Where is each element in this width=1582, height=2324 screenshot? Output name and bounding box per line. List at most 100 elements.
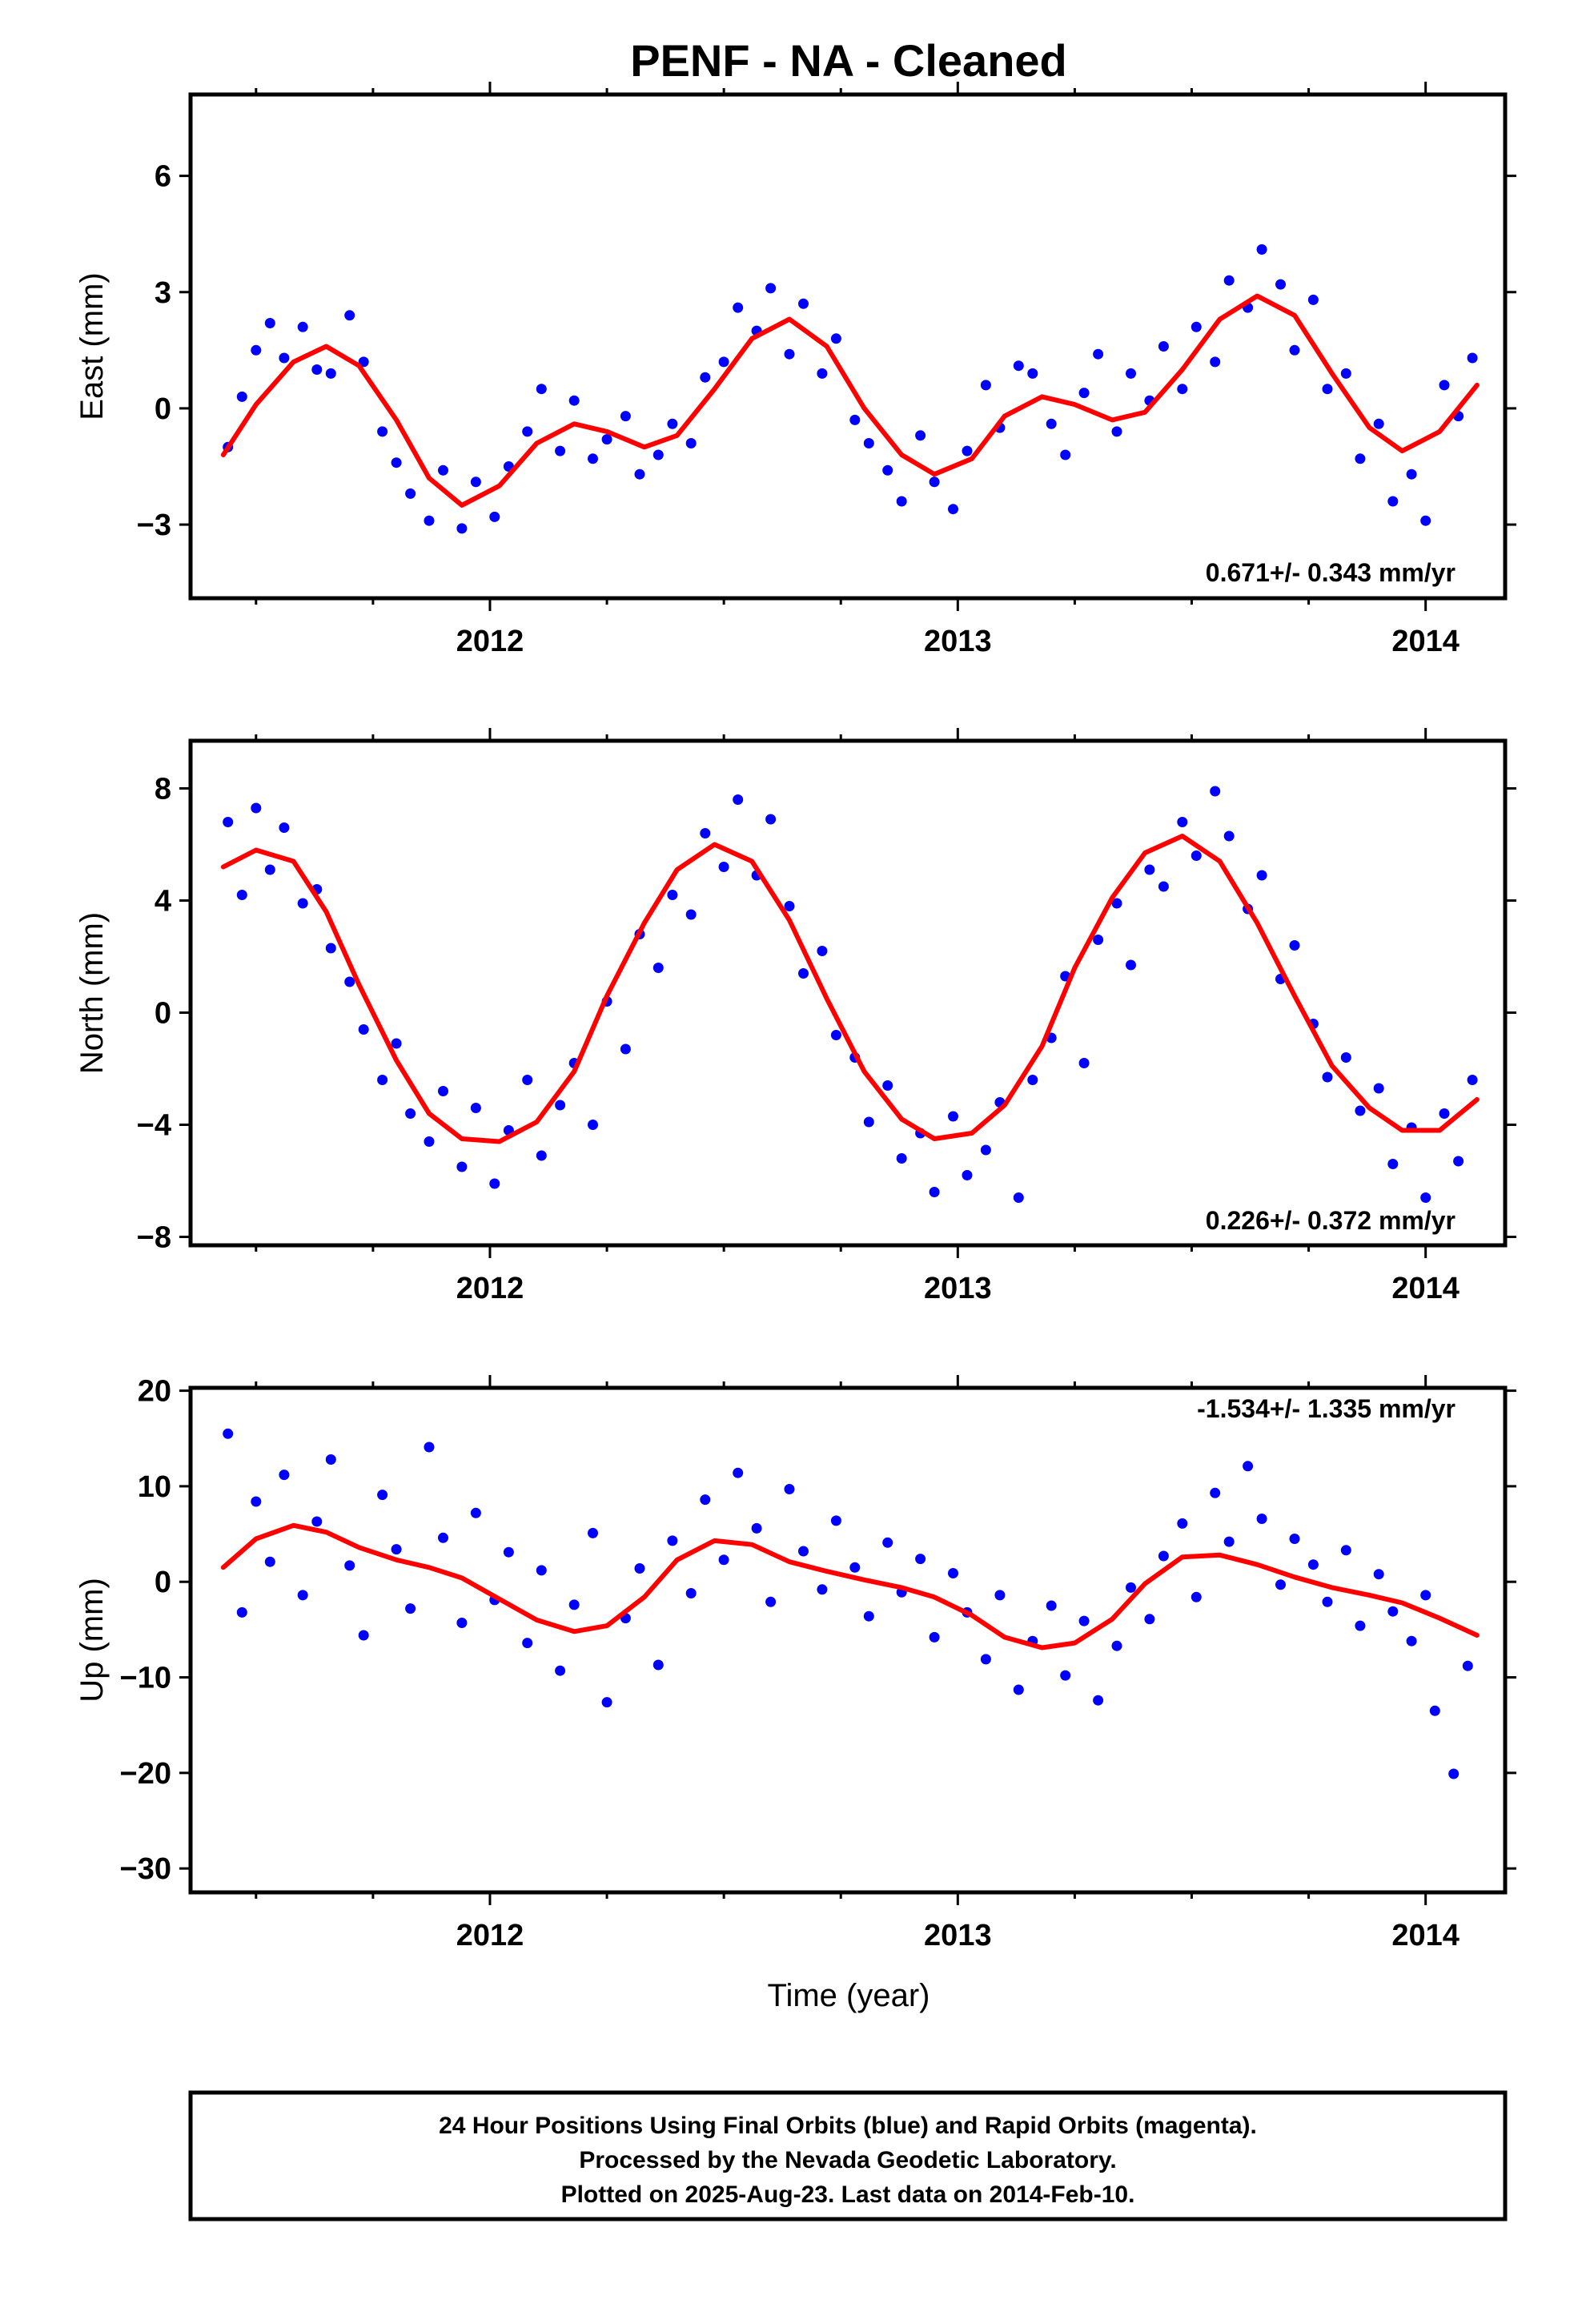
data-point: [297, 1590, 308, 1601]
data-point: [915, 1554, 926, 1565]
data-point: [236, 890, 247, 900]
data-point: [1420, 515, 1431, 526]
data-point: [1191, 1591, 1202, 1602]
data-point: [1078, 388, 1090, 399]
data-point: [830, 1515, 841, 1526]
x-tick-label: 2014: [1391, 1919, 1460, 1952]
data-point: [765, 283, 777, 294]
data-point: [405, 1108, 416, 1119]
data-point: [962, 1170, 973, 1180]
figure-title: PENF - NA - Cleaned: [630, 35, 1067, 86]
footer-line-1: 24 Hour Positions Using Final Orbits (bl…: [439, 2113, 1257, 2139]
data-point: [882, 464, 893, 476]
y-tick-label: −3: [137, 509, 171, 542]
data-point: [929, 476, 940, 488]
data-point: [652, 963, 664, 973]
data-point: [1420, 1590, 1431, 1601]
data-point: [391, 1544, 402, 1555]
data-point: [522, 1075, 533, 1085]
x-tick-label: 2012: [456, 625, 524, 658]
data-point: [456, 1618, 468, 1628]
chart-panel-3: −30 −20 −10 0 10 20 2012 2013 2014 Up (mm) -1.534+…: [74, 1375, 1516, 1952]
data-point: [1406, 1635, 1417, 1647]
data-point: [634, 468, 645, 480]
data-point: [489, 511, 500, 522]
data-point: [948, 504, 958, 515]
data-point: [1355, 453, 1366, 464]
data-point: [896, 496, 907, 507]
data-point: [980, 1654, 991, 1665]
data-point: [1289, 344, 1300, 356]
data-point: [405, 1603, 416, 1614]
data-point: [1256, 1514, 1267, 1524]
data-point: [1191, 321, 1202, 332]
data-point: [1420, 1192, 1431, 1203]
data-point: [536, 1150, 547, 1161]
data-point: [568, 395, 580, 406]
data-point: [358, 1024, 369, 1035]
data-point: [424, 515, 435, 526]
data-point: [685, 1588, 697, 1598]
data-point: [700, 1494, 711, 1506]
data-point: [1387, 1159, 1399, 1169]
data-point: [1223, 1536, 1235, 1547]
fit-line: [220, 293, 1480, 508]
data-point: [1158, 881, 1169, 892]
data-point: [555, 1100, 566, 1111]
data-point: [1210, 786, 1221, 797]
data-point: [236, 1606, 247, 1618]
data-point: [652, 449, 664, 460]
data-point: [601, 434, 612, 445]
x-tick-label: 2014: [1391, 1272, 1460, 1305]
data-point: [1177, 817, 1188, 827]
data-point: [1322, 384, 1333, 395]
x-tick-label: 2012: [456, 1272, 524, 1305]
footer-line-2: Processed by the Nevada Geodetic Laborat…: [579, 2147, 1116, 2173]
data-point: [438, 464, 448, 476]
plot-frame: [188, 92, 1508, 601]
data-point: [863, 1610, 874, 1622]
y-axis-label: North (mm): [74, 912, 110, 1074]
data-point: [489, 1178, 500, 1189]
data-point: [358, 1630, 369, 1641]
plot-frame: [188, 1385, 1508, 1895]
rate-annotation: -1.534+/- 1.335 mm/yr: [1197, 1394, 1456, 1423]
fit-line: [220, 1522, 1480, 1651]
data-point: [1373, 418, 1384, 429]
fit-line: [220, 834, 1480, 1144]
data-point: [1462, 1660, 1473, 1671]
data-point: [344, 1560, 355, 1571]
y-tick-label: −20: [120, 1757, 171, 1791]
data-point: [1448, 1768, 1460, 1779]
data-point: [994, 1590, 1006, 1601]
data-point: [325, 943, 336, 954]
y-tick-label: −8: [137, 1221, 171, 1255]
data-point: [733, 302, 744, 313]
data-point: [667, 890, 678, 900]
data-point: [863, 438, 874, 448]
y-tick-label: −30: [120, 1852, 171, 1886]
data-point: [1340, 1545, 1351, 1556]
data-point: [718, 1554, 729, 1566]
data-point: [264, 864, 275, 875]
data-point: [817, 1584, 828, 1595]
data-point: [1093, 348, 1104, 360]
data-point: [915, 430, 926, 441]
data-point: [1340, 1052, 1351, 1063]
data-point: [297, 321, 308, 332]
x-tick-label: 2013: [924, 1272, 992, 1305]
data-point: [1439, 1108, 1450, 1119]
data-point: [733, 1467, 744, 1478]
data-point: [223, 1428, 234, 1439]
y-tick-label: 10: [138, 1470, 171, 1504]
data-point: [1158, 1550, 1169, 1562]
data-point: [634, 1563, 645, 1574]
data-point: [424, 1441, 435, 1453]
data-point: [784, 348, 795, 360]
data-point: [1307, 1559, 1319, 1570]
data-point: [279, 352, 290, 364]
data-point: [1013, 1192, 1024, 1203]
data-point: [1387, 1606, 1399, 1617]
data-point: [830, 333, 841, 344]
